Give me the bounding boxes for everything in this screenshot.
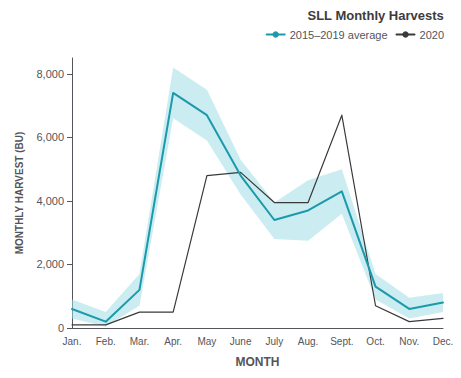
svg-text:Feb.: Feb. bbox=[96, 336, 116, 347]
svg-text:Oct.: Oct. bbox=[366, 336, 384, 347]
svg-text:Apr.: Apr. bbox=[164, 336, 182, 347]
svg-text:SLL Monthly Harvests: SLL Monthly Harvests bbox=[307, 8, 443, 23]
svg-text:Mar.: Mar. bbox=[130, 336, 149, 347]
svg-text:0: 0 bbox=[58, 322, 64, 334]
svg-text:May: May bbox=[197, 336, 216, 347]
svg-text:MONTHLY HARVEST (BU): MONTHLY HARVEST (BU) bbox=[14, 132, 25, 255]
svg-text:2020: 2020 bbox=[420, 29, 444, 41]
svg-text:Dec.: Dec. bbox=[433, 336, 454, 347]
svg-text:MONTH: MONTH bbox=[236, 355, 280, 369]
svg-text:2015–2019 average: 2015–2019 average bbox=[290, 29, 388, 41]
svg-text:2,000: 2,000 bbox=[36, 258, 64, 270]
svg-text:June: June bbox=[230, 336, 252, 347]
svg-text:6,000: 6,000 bbox=[36, 131, 64, 143]
svg-text:8,000: 8,000 bbox=[36, 68, 64, 80]
svg-text:Sept.: Sept. bbox=[330, 336, 353, 347]
svg-text:July: July bbox=[265, 336, 283, 347]
svg-text:Jan.: Jan. bbox=[63, 336, 82, 347]
svg-text:Aug.: Aug. bbox=[298, 336, 319, 347]
svg-text:4,000: 4,000 bbox=[36, 195, 64, 207]
svg-text:Nov.: Nov. bbox=[399, 336, 419, 347]
